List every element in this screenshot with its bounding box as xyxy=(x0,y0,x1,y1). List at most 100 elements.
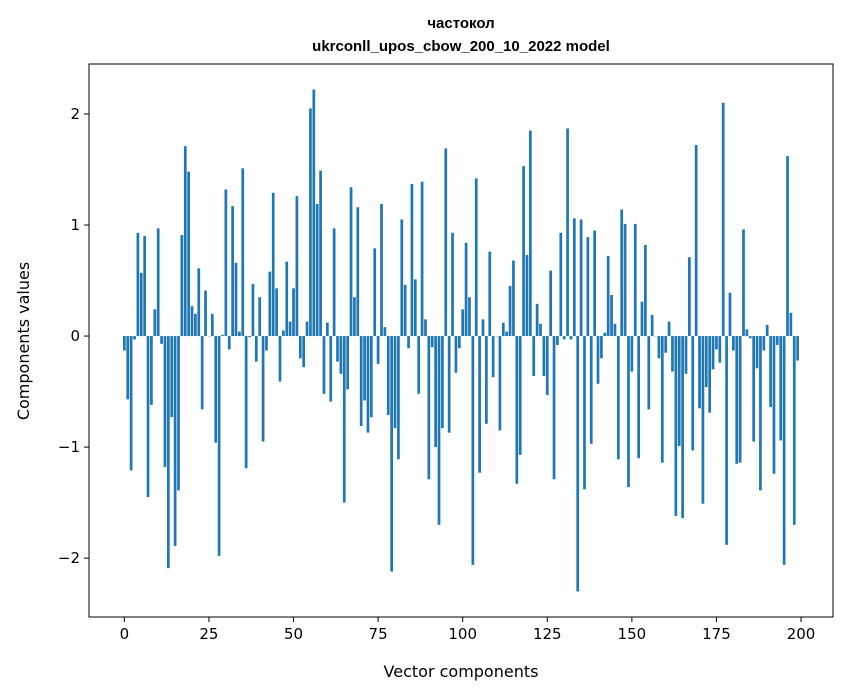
bar-104 xyxy=(474,178,478,337)
x-tick-label: 100 xyxy=(448,625,477,643)
bar-4 xyxy=(136,232,140,337)
bar-6 xyxy=(143,236,147,337)
bar-133 xyxy=(572,218,576,337)
bar-146 xyxy=(616,336,620,460)
bar-176 xyxy=(718,336,722,363)
bar-66 xyxy=(346,336,350,390)
bar-32 xyxy=(231,206,234,337)
bar-136 xyxy=(583,336,586,490)
bar-123 xyxy=(539,323,542,337)
bar-112 xyxy=(501,322,505,337)
y-tick-label: −1 xyxy=(58,438,80,456)
bar-79 xyxy=(390,336,393,572)
x-tick-label: 25 xyxy=(199,625,218,643)
bar-187 xyxy=(755,336,759,369)
bar-5 xyxy=(139,272,143,337)
bar-162 xyxy=(671,336,674,372)
bar-135 xyxy=(579,219,583,337)
bar-173 xyxy=(708,336,712,413)
bar-131 xyxy=(566,128,569,337)
bar-158 xyxy=(657,336,661,359)
bar-71 xyxy=(363,336,366,401)
bar-49 xyxy=(288,321,292,337)
bar-95 xyxy=(444,148,448,337)
bar-186 xyxy=(752,336,756,442)
bar-142 xyxy=(603,332,607,337)
x-tick-label: 200 xyxy=(787,625,816,643)
bar-77 xyxy=(383,327,387,337)
bar-87 xyxy=(417,336,421,394)
y-tick-label: 2 xyxy=(70,105,80,123)
bar-102 xyxy=(468,297,471,337)
bar-163 xyxy=(674,336,678,516)
bar-51 xyxy=(295,196,299,337)
bar-74 xyxy=(373,248,377,337)
bar-171 xyxy=(701,336,705,504)
bar-114 xyxy=(508,286,512,337)
bar-30 xyxy=(224,189,228,337)
bar-137 xyxy=(586,237,590,337)
x-tick-label: 175 xyxy=(702,625,731,643)
bar-167 xyxy=(688,257,691,337)
bar-73 xyxy=(369,336,373,418)
bar-91 xyxy=(430,336,434,348)
bar-7 xyxy=(146,336,150,498)
bar-154 xyxy=(644,245,647,337)
bar-13 xyxy=(166,336,170,569)
bar-153 xyxy=(640,301,644,337)
bar-117 xyxy=(518,336,522,455)
bar-188 xyxy=(759,336,762,491)
bar-61 xyxy=(329,336,333,402)
bar-140 xyxy=(596,336,600,384)
bar-128 xyxy=(556,336,559,345)
bar-166 xyxy=(684,336,688,374)
y-tick-label: −2 xyxy=(58,549,80,567)
bar-130 xyxy=(562,336,566,340)
bar-96 xyxy=(447,336,451,433)
bar-39 xyxy=(254,336,258,362)
bar-127 xyxy=(552,336,556,480)
bar-35 xyxy=(241,168,245,337)
bar-89 xyxy=(424,319,427,337)
bar-164 xyxy=(677,336,681,446)
bar-119 xyxy=(525,254,529,337)
bar-18 xyxy=(183,146,187,337)
bar-9 xyxy=(153,309,157,337)
x-axis-ticks: 0 25 50 75 100 125 150 175 200 xyxy=(120,617,816,643)
bar-143 xyxy=(606,256,610,337)
bar-55 xyxy=(309,108,312,337)
bar-85 xyxy=(410,183,414,337)
bar-169 xyxy=(694,145,698,337)
bar-83 xyxy=(403,284,407,337)
bar-116 xyxy=(515,336,519,484)
bar-31 xyxy=(227,336,231,350)
bar-106 xyxy=(481,319,485,337)
bar-185 xyxy=(748,336,752,339)
bar-40 xyxy=(258,297,262,337)
bar-44 xyxy=(271,192,275,337)
bar-46 xyxy=(278,336,282,382)
bar-165 xyxy=(681,336,684,519)
bar-58 xyxy=(319,170,322,337)
bar-75 xyxy=(376,336,380,364)
y-axis-label: Components values xyxy=(14,262,33,420)
bars-group xyxy=(123,89,799,592)
bar-175 xyxy=(715,336,718,350)
bar-20 xyxy=(190,306,194,337)
bar-29 xyxy=(221,334,224,337)
bar-168 xyxy=(691,336,695,451)
bar-78 xyxy=(386,336,390,415)
bar-63 xyxy=(336,336,339,362)
x-axis-label: Vector components xyxy=(384,662,539,681)
bar-115 xyxy=(512,260,515,337)
bar-36 xyxy=(244,336,248,469)
bar-56 xyxy=(312,89,316,337)
bar-82 xyxy=(400,219,404,337)
bar-181 xyxy=(735,336,739,464)
bar-113 xyxy=(505,331,509,337)
bar-93 xyxy=(437,336,441,525)
bar-76 xyxy=(380,203,383,337)
bar-99 xyxy=(457,336,461,349)
bar-38 xyxy=(251,283,255,337)
